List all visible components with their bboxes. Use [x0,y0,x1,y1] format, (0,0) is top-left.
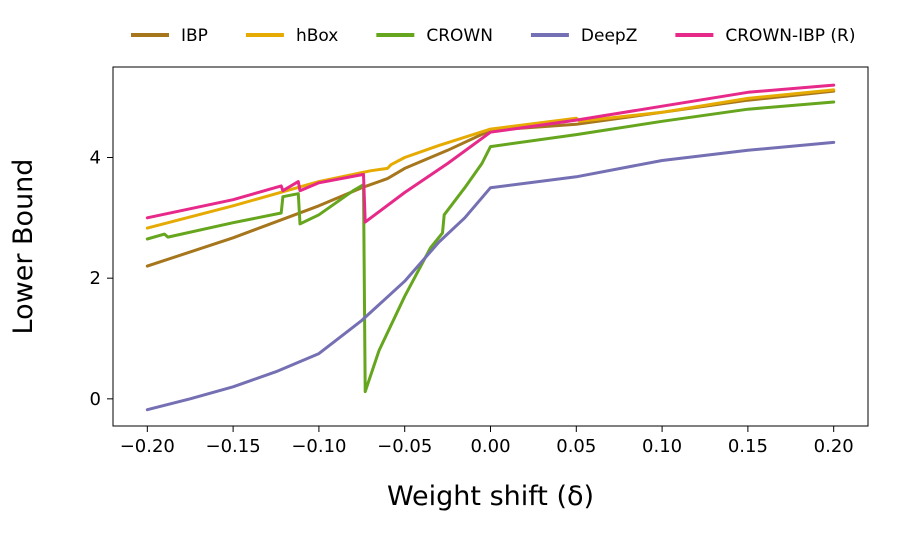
y-axis-label: Lower Bound [8,159,39,335]
x-tick-label: −0.15 [206,436,261,457]
x-tick-label: −0.05 [377,436,432,457]
x-axis: −0.20 −0.15 −0.10 −0.05 0.00 0.05 0.10 0.15 0.20 [120,426,854,457]
plot-area [112,66,869,427]
legend-label: DeepZ [581,26,637,46]
legend-item: hBox [245,26,338,46]
legend-item: CROWN [376,26,493,46]
legend-item: DeepZ [530,26,637,46]
x-tick-label: −0.20 [120,436,175,457]
legend-label: hBox [296,26,338,46]
series-line-crown-ibp-r [145,83,836,224]
legend-label: IBP [181,26,208,46]
series-line-crown [145,100,836,394]
x-axis-label: Weight shift (δ) [387,481,594,512]
series-lines [145,83,836,412]
legend: IBP hBox CROWN DeepZ CROWN-IBP (R) [131,26,856,46]
y-tick-label: 4 [90,148,101,169]
series-line-ibp [145,89,836,268]
x-tick-label: 0.10 [642,436,682,457]
x-tick-label: −0.10 [291,436,346,457]
x-tick-label: 0.05 [556,436,596,457]
x-tick-label: 0.20 [814,436,854,457]
legend-item: IBP [131,26,208,46]
legend-label: CROWN-IBP (R) [725,26,855,46]
x-tick-label: 0.00 [470,436,510,457]
y-tick-label: 2 [90,268,101,289]
legend-item: CROWN-IBP (R) [675,26,856,46]
series-line-deepz [145,140,836,412]
x-tick-label: 0.15 [728,436,768,457]
y-axis: 0 2 4 [90,148,113,410]
legend-label: CROWN [426,26,493,46]
y-tick-label: 0 [90,389,101,410]
plot-frame [112,66,869,427]
